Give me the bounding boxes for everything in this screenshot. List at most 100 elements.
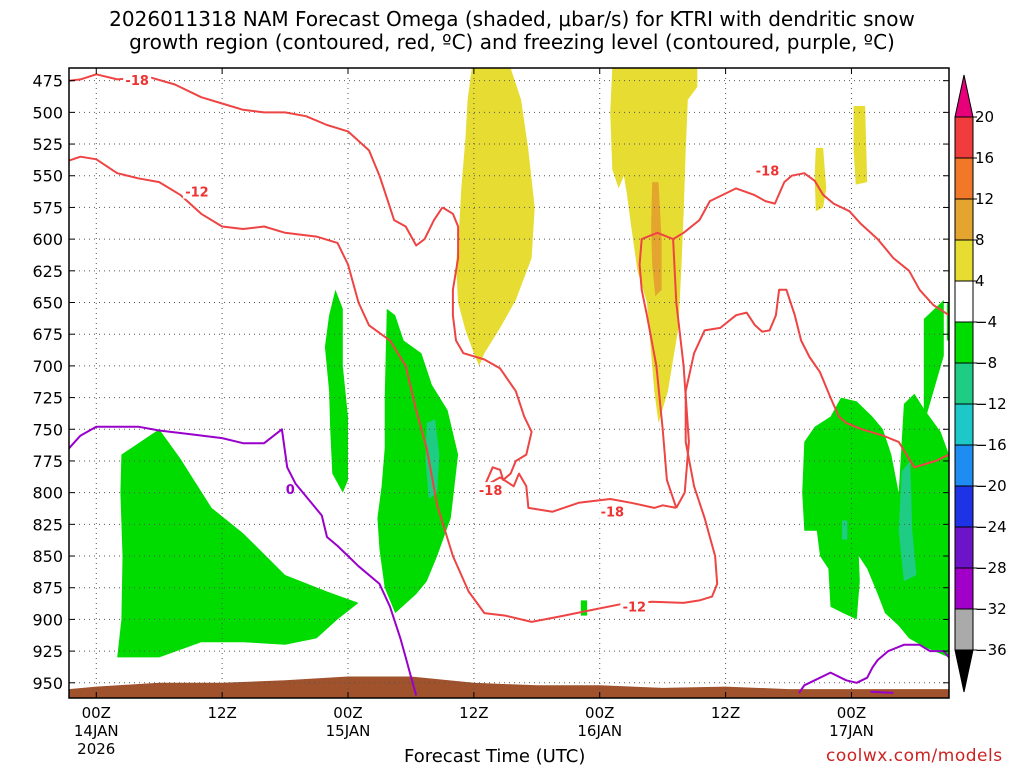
- colorbar-label-13: −36: [975, 641, 1007, 659]
- colorbar-bin-9: [954, 444, 974, 487]
- y-tick-label-675: 675: [32, 325, 63, 344]
- contour-label-3: -18: [601, 506, 625, 521]
- temperature-contour-1: [441, 206, 677, 513]
- colorbar-bin-4: [954, 239, 974, 282]
- colorbar-bin-7: [954, 362, 974, 405]
- colorbar-bin-6: [954, 321, 974, 364]
- contour-label-bg-4: [620, 598, 649, 614]
- colorbar-label-11: −28: [975, 559, 1007, 577]
- colorbar-label-10: −24: [975, 518, 1007, 536]
- y-tick-label-600: 600: [32, 230, 63, 249]
- y-tick-label-575: 575: [32, 198, 63, 217]
- temperature-contour-3: [69, 155, 949, 623]
- contour-label-bg-5: [753, 162, 782, 178]
- omega-region-10: [909, 300, 944, 458]
- temperature-contour-2: [672, 172, 949, 509]
- y-tick-label-900: 900: [32, 610, 63, 629]
- contour-labels: -18 -12 -18 -18 -12 -18 0: [123, 72, 782, 616]
- colorbar-bin-bottom: [954, 649, 974, 693]
- omega-region-11: [802, 393, 949, 658]
- x-tick-label-12: 12Z: [207, 704, 236, 722]
- colorbar-bin-12: [954, 567, 974, 610]
- colorbar-label-1: 16: [975, 149, 994, 167]
- chart-title-line-1: 2026011318 NAM Forecast Omega (shaded, μ…: [109, 7, 915, 31]
- y-tick-label-925: 925: [32, 642, 63, 661]
- y-tick-label-875: 875: [32, 579, 63, 598]
- colorbar-bin-top: [954, 74, 974, 118]
- omega-region-6: [324, 289, 348, 493]
- y-tick-label-800: 800: [32, 484, 63, 503]
- contour-label-bg-2: [476, 482, 505, 498]
- y-tick-label-550: 550: [32, 167, 63, 186]
- colorbar-bin-3: [954, 198, 974, 241]
- y-tick-label-650: 650: [32, 294, 63, 313]
- contour-label-1: -12: [185, 186, 209, 201]
- y-tick-label-750: 750: [32, 420, 63, 439]
- y-tick-label-525: 525: [32, 135, 63, 154]
- temperature-contour-4: [638, 231, 678, 509]
- colorbar-bin-2: [954, 157, 974, 200]
- contour-label-bg-0: [123, 72, 152, 88]
- x-tick-label-72: 00Z: [837, 704, 866, 722]
- y-tick-label-725: 725: [32, 389, 63, 408]
- contour-label-bg-1: [182, 183, 211, 199]
- contour-label-4: -12: [623, 601, 647, 616]
- freezing-level-contours: [69, 425, 949, 696]
- colorbar-bin-11: [954, 526, 974, 569]
- colorbar-label-4: 4: [975, 272, 985, 290]
- x-tick-date-0: 14JAN: [74, 722, 119, 740]
- y-tick-label-625: 625: [32, 262, 63, 281]
- colorbar-bin-5: [954, 280, 974, 323]
- omega-shading: [117, 68, 949, 658]
- x-tick-label-0: 00Z: [82, 704, 111, 722]
- omega-region-13: [842, 520, 848, 540]
- x-tick-label-48: 00Z: [585, 704, 614, 722]
- colorbar-label-8: −16: [975, 436, 1007, 454]
- colorbar-bin-10: [954, 485, 974, 528]
- colorbar-label-0: 20: [975, 108, 994, 126]
- colorbar-label-6: −8: [975, 354, 997, 372]
- temperature-contours: [69, 73, 949, 623]
- y-tick-label-950: 950: [32, 674, 63, 693]
- omega-region-9: [580, 600, 588, 616]
- colorbar-bin-13: [954, 608, 974, 651]
- contour-label-5: -18: [756, 165, 780, 180]
- contour-label-bg-3: [598, 503, 627, 519]
- colorbar-label-7: −12: [975, 395, 1007, 413]
- x-tick-date-72: 17JAN: [829, 722, 874, 740]
- y-tick-label-825: 825: [32, 515, 63, 534]
- colorbar-bin-1: [954, 116, 974, 159]
- omega-region-7: [377, 308, 459, 614]
- colorbar-label-12: −32: [975, 600, 1007, 618]
- contour-label-2: -18: [479, 484, 503, 499]
- terrain-polygon: [69, 676, 949, 698]
- x-tick-label-36: 12Z: [459, 704, 488, 722]
- colorbar-label-5: −4: [975, 313, 997, 331]
- colorbar-label-2: 12: [975, 190, 994, 208]
- freezing-level-contour-2: [870, 690, 894, 694]
- chart-title-line-2: growth region (contoured, red, ºC) and f…: [129, 30, 895, 54]
- omega-region-0: [456, 68, 535, 366]
- x-tick-label-60: 12Z: [711, 704, 740, 722]
- colorbar-label-9: −20: [975, 477, 1007, 495]
- y-tick-label-475: 475: [32, 72, 63, 91]
- grid: [69, 68, 949, 698]
- colorbar-label-3: 8: [975, 231, 985, 249]
- plot-frame: [68, 67, 950, 699]
- x-tick-year-0: 2026: [77, 740, 115, 758]
- contour-label-0: -18: [125, 74, 149, 89]
- omega-region-12: [898, 461, 917, 582]
- credit-link[interactable]: coolwx.com/models: [826, 746, 1003, 766]
- omega-region-8: [425, 419, 440, 499]
- x-tick-date-24: 15JAN: [326, 722, 371, 740]
- freezing-level-contour-0: [69, 425, 418, 696]
- y-tick-label-775: 775: [32, 452, 63, 471]
- omega-region-3: [853, 106, 868, 185]
- y-tick-label-500: 500: [32, 103, 63, 122]
- y-axis: 475 500 525 550 575 600 625 650 675 700 725 750 775 8…: [32, 72, 949, 693]
- x-tick-label-24: 00Z: [333, 704, 362, 722]
- colorbar-bin-8: [954, 403, 974, 446]
- x-tick-date-48: 16JAN: [577, 722, 622, 740]
